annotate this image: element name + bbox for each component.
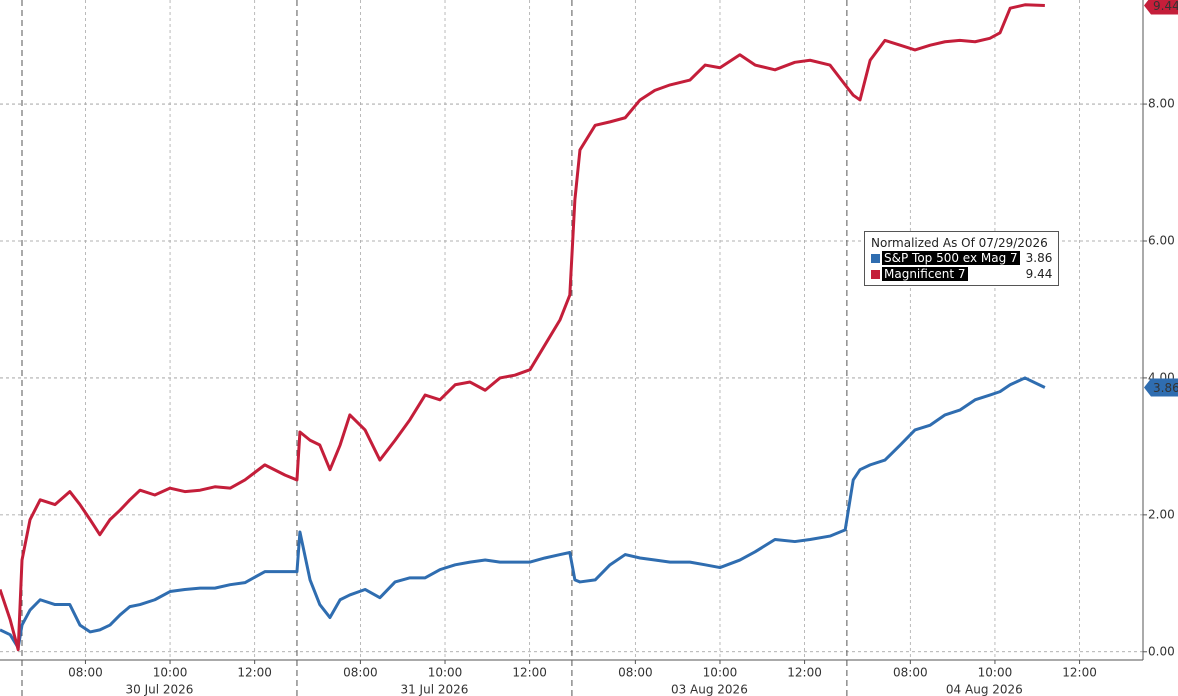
- x-tick-label: 12:00: [512, 666, 547, 680]
- legend-label: Magnificent 7: [882, 267, 968, 281]
- x-tick-label: 10:00: [703, 666, 738, 680]
- x-tick-label: 08:00: [68, 666, 103, 680]
- x-tick-label: 12:00: [237, 666, 272, 680]
- legend-swatch: [871, 269, 880, 279]
- last-value-marker: 3.86: [1144, 378, 1178, 397]
- last-value-marker: 9.44: [1144, 0, 1178, 15]
- last-value-box: [1144, 378, 1178, 397]
- last-value-label: 9.44: [1153, 0, 1178, 13]
- x-tick-label: 08:00: [893, 666, 928, 680]
- legend: Normalized As Of 07/29/2026 S&P Top 500 …: [864, 231, 1060, 286]
- legend-label: S&P Top 500 ex Mag 7: [882, 251, 1020, 265]
- legend-entry: S&P Top 500 ex Mag 7 3.86: [871, 250, 1052, 266]
- x-tick-label: 12:00: [787, 666, 822, 680]
- date-label: 31 Jul 2026: [400, 683, 468, 696]
- date-label: 03 Aug 2026: [671, 683, 748, 696]
- x-tick-label: 08:00: [343, 666, 378, 680]
- x-tick-label: 10:00: [153, 666, 188, 680]
- series-line: [0, 376, 1046, 650]
- legend-rows: S&P Top 500 ex Mag 7 3.86 Magnificent 7 9.4…: [871, 250, 1052, 282]
- x-tick-label: 08:00: [618, 666, 653, 680]
- y-tick-label: 0.00: [1148, 644, 1175, 658]
- last-value-label: 3.86: [1153, 381, 1178, 395]
- last-value-box: [1144, 0, 1178, 15]
- legend-entry: Magnificent 7 9.44: [871, 266, 1052, 282]
- y-tick-label: 6.00: [1148, 233, 1175, 247]
- y-tick-label: 2.00: [1148, 507, 1175, 521]
- y-tick-label: 8.00: [1148, 97, 1175, 111]
- legend-value: 3.86: [1025, 251, 1053, 265]
- x-tick-label: 10:00: [978, 666, 1013, 680]
- x-tick-label: 12:00: [1062, 666, 1097, 680]
- date-label: 30 Jul 2026: [126, 683, 194, 696]
- series-line: [0, 3, 1045, 652]
- legend-title: Normalized As Of 07/29/2026: [871, 236, 1048, 250]
- date-label: 04 Aug 2026: [946, 683, 1023, 696]
- legend-swatch: [871, 253, 880, 263]
- legend-value: 9.44: [1025, 267, 1053, 281]
- x-tick-label: 10:00: [428, 666, 463, 680]
